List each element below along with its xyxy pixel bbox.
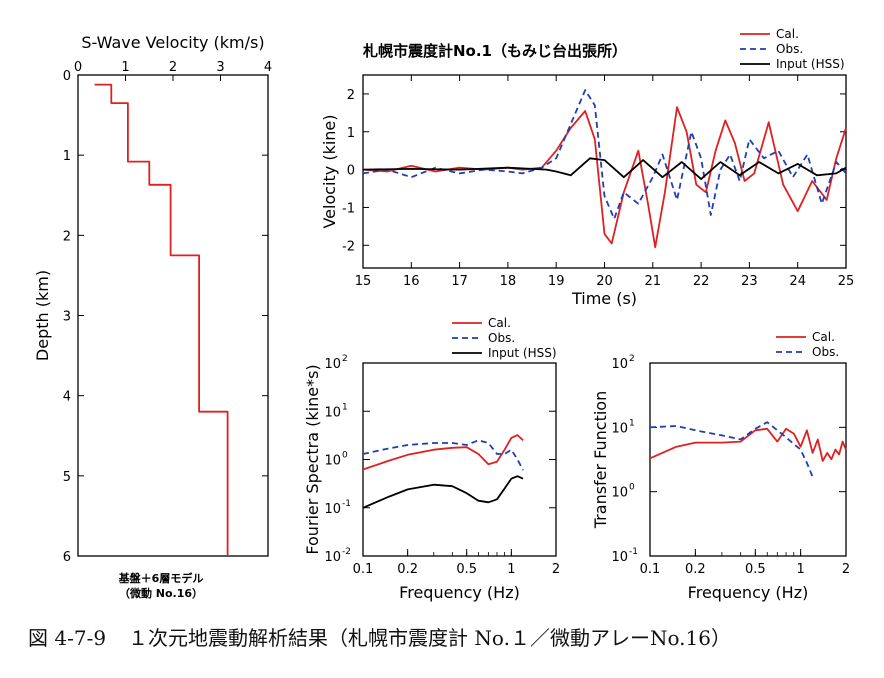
vs-ylabel: Depth (km) xyxy=(33,270,52,361)
vs-y-tick-label: 1 xyxy=(63,149,71,164)
velocity-x-tick-label: 17 xyxy=(451,274,468,289)
velocity-series-2 xyxy=(362,157,847,181)
velocity-legend-label-1: Obs. xyxy=(776,42,803,56)
transfer-x-tick-label: 0.1 xyxy=(640,562,661,577)
fourier-x-tick-label: 0.1 xyxy=(353,562,374,577)
velocity-x-tick-label: 15 xyxy=(355,274,372,289)
fourier-series-1 xyxy=(362,439,524,471)
velocity-x-tick-label: 21 xyxy=(645,274,662,289)
fourier-y-tick-label: 10 xyxy=(324,405,341,420)
transfer-x-tick-label: 0.5 xyxy=(745,562,766,577)
fourier-y-tick-label: 10 xyxy=(324,454,341,469)
fourier-y-tick-label: 10 xyxy=(324,502,341,517)
vs-y-tick-label: 2 xyxy=(63,229,71,244)
vs-plot-frame xyxy=(77,74,269,557)
caption-number: 図 4-7-9 xyxy=(28,626,107,650)
velocity-y-tick-label: -1 xyxy=(342,201,355,216)
vs-title: S-Wave Velocity (km/s) xyxy=(81,33,264,52)
transfer-y-tick-label: 10 xyxy=(611,486,628,501)
vs-y-tick-label: 5 xyxy=(63,470,71,485)
vs-y-tick-label: 6 xyxy=(63,550,71,565)
transfer-y-tick-label: 10 xyxy=(611,357,628,372)
velocity-legend-label-2: Input (HSS) xyxy=(776,57,845,71)
fourier-legend-label-2: Input (HSS) xyxy=(488,346,557,360)
fourier-y-tick-exponent: -1 xyxy=(342,499,351,509)
velocity-y-tick-label: -2 xyxy=(342,239,355,254)
transfer-x-tick-label: 1 xyxy=(797,562,805,577)
transfer-legend-label-0: Cal. xyxy=(812,330,835,344)
velocity-legend-label-0: Cal. xyxy=(776,27,799,41)
transfer-series-1 xyxy=(649,421,814,478)
fourier-series-2 xyxy=(362,475,524,509)
fourier-y-tick-exponent: 1 xyxy=(342,402,348,412)
vs-model-note-sub: （微動 No.16） xyxy=(119,586,203,600)
velocity-y-tick-label: 1 xyxy=(347,126,355,141)
velocity-x-tick-label: 24 xyxy=(789,274,806,289)
fourier-y-tick-exponent: -2 xyxy=(342,547,351,557)
vs-y-tick-label: 4 xyxy=(63,390,71,405)
transfer-plot-frame xyxy=(649,362,847,557)
vs-x-tick-label: 3 xyxy=(216,60,224,75)
transfer-y-tick-exponent: 1 xyxy=(629,418,635,428)
fourier-series-group xyxy=(362,434,524,509)
figure-caption: 図 4-7-9 １次元地震動解析結果（札幌市震度計 No.１／微動アレーNo.16… xyxy=(28,622,868,651)
velocity-y-tick-label: 0 xyxy=(347,164,355,179)
velocity-x-tick-label: 23 xyxy=(741,274,758,289)
velocity-y-tick-label: 2 xyxy=(347,88,355,103)
transfer-y-tick-exponent: 0 xyxy=(629,483,635,493)
fourier-x-tick-label: 2 xyxy=(552,562,560,577)
fourier-x-tick-label: 0.2 xyxy=(397,562,418,577)
transfer-series-0 xyxy=(649,427,847,462)
fourier-y-tick-exponent: 2 xyxy=(342,354,348,364)
velocity-x-tick-label: 20 xyxy=(596,274,613,289)
fourier-series-0 xyxy=(362,434,524,471)
transfer-series-group xyxy=(649,421,847,478)
transfer-ylabel: Transfer Function xyxy=(591,391,610,529)
vs-profile-line xyxy=(94,83,229,556)
velocity-x-tick-label: 16 xyxy=(403,274,420,289)
transfer-legend-label-1: Obs. xyxy=(812,345,839,359)
vs-x-tick-label: 1 xyxy=(121,60,129,75)
fourier-xlabel: Frequency (Hz) xyxy=(399,583,520,602)
velocity-series-group xyxy=(362,89,847,249)
fourier-y-tick-label: 10 xyxy=(324,550,341,565)
vs-y-tick-label: 3 xyxy=(63,310,71,325)
transfer-y-tick-label: 10 xyxy=(611,421,628,436)
velocity-x-tick-label: 18 xyxy=(500,274,517,289)
velocity-ylabel: Velocity (kine) xyxy=(320,114,339,228)
fourier-ylabel: Fourier Spectra (kine*s) xyxy=(303,364,322,554)
fourier-x-tick-label: 1 xyxy=(507,562,515,577)
vs-x-tick-label: 2 xyxy=(169,60,177,75)
velocity-title: 札幌市震度計No.1（もみじ台出張所） xyxy=(362,42,627,60)
velocity-x-tick-label: 22 xyxy=(693,274,710,289)
transfer-x-tick-label: 2 xyxy=(842,562,850,577)
velocity-x-tick-label: 25 xyxy=(838,274,855,289)
vs-x-tick-label: 0 xyxy=(74,60,82,75)
caption-text: １次元地震動解析結果（札幌市震度計 No.１／微動アレーNo.16） xyxy=(128,626,731,650)
vs-x-tick-label: 4 xyxy=(264,60,272,75)
transfer-y-tick-exponent: -1 xyxy=(629,547,638,557)
velocity-xlabel: Time (s) xyxy=(571,289,637,308)
vs-model-note: 基盤＋6層モデル xyxy=(118,571,204,585)
transfer-y-tick-label: 10 xyxy=(611,550,628,565)
transfer-x-tick-label: 0.2 xyxy=(685,562,706,577)
velocity-series-1 xyxy=(362,89,847,220)
fourier-y-tick-exponent: 0 xyxy=(342,451,348,461)
fourier-y-tick-label: 10 xyxy=(324,357,341,372)
fourier-x-tick-label: 0.5 xyxy=(456,562,477,577)
velocity-x-tick-label: 19 xyxy=(548,274,565,289)
velocity-series-0 xyxy=(362,106,847,249)
transfer-y-tick-exponent: 2 xyxy=(629,354,635,364)
fourier-legend-label-1: Obs. xyxy=(488,331,515,345)
vs-y-tick-label: 0 xyxy=(63,69,71,84)
transfer-xlabel: Frequency (Hz) xyxy=(688,583,809,602)
fourier-legend-label-0: Cal. xyxy=(488,316,511,330)
